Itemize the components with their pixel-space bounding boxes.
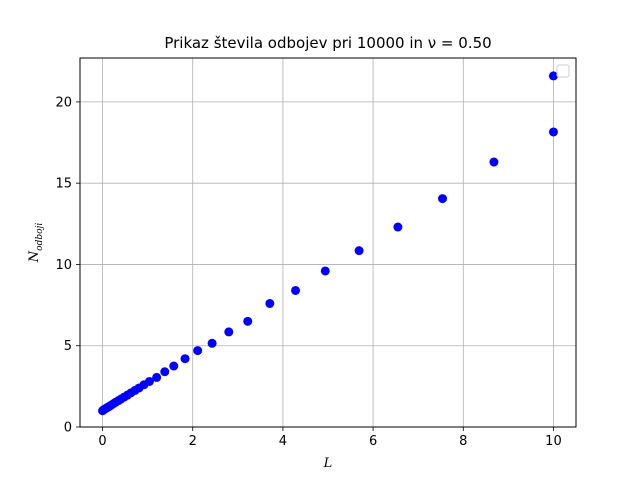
y-tick-label: 20 [55, 95, 72, 110]
y-tick-label: 10 [55, 258, 72, 273]
x-tick-label: 2 [189, 434, 197, 449]
data-point [193, 346, 203, 356]
data-point [144, 376, 154, 386]
data-point [207, 338, 217, 348]
data-point [438, 194, 448, 204]
chart-title: Prikaz števila odbojev pri 10000 in ν = … [164, 34, 491, 52]
y-axis-label-main: N [27, 250, 42, 263]
data-points [98, 71, 558, 416]
x-tick-label: 6 [369, 434, 377, 449]
tick-labels: 0 2 4 6 8 10 0 5 10 15 20 [55, 95, 561, 449]
x-tick-label: 10 [545, 434, 562, 449]
data-point [489, 157, 499, 167]
data-point [548, 127, 558, 137]
data-point [180, 354, 190, 364]
data-point [265, 298, 275, 308]
data-point [291, 285, 301, 295]
data-point [548, 71, 558, 81]
tick-marks [76, 101, 554, 431]
grid-lines [80, 58, 576, 428]
x-axis-label: L [323, 456, 333, 471]
data-point [320, 266, 330, 276]
data-point [354, 246, 364, 256]
data-point [393, 222, 403, 232]
x-tick-label: 8 [459, 434, 467, 449]
plot-frame [79, 57, 577, 428]
y-tick-label: 0 [64, 421, 72, 436]
data-point [169, 361, 179, 371]
data-point [152, 372, 162, 382]
legend-box [556, 64, 570, 78]
data-point [160, 367, 170, 377]
y-axis-label: Nodboji [27, 223, 45, 264]
x-tick-label: 4 [279, 434, 287, 449]
data-point [224, 327, 234, 337]
y-tick-label: 15 [55, 177, 72, 192]
x-tick-label: 0 [98, 434, 106, 449]
y-axis-label-sub: odboji [35, 223, 45, 251]
y-tick-label: 5 [64, 339, 72, 354]
data-point [243, 316, 253, 326]
